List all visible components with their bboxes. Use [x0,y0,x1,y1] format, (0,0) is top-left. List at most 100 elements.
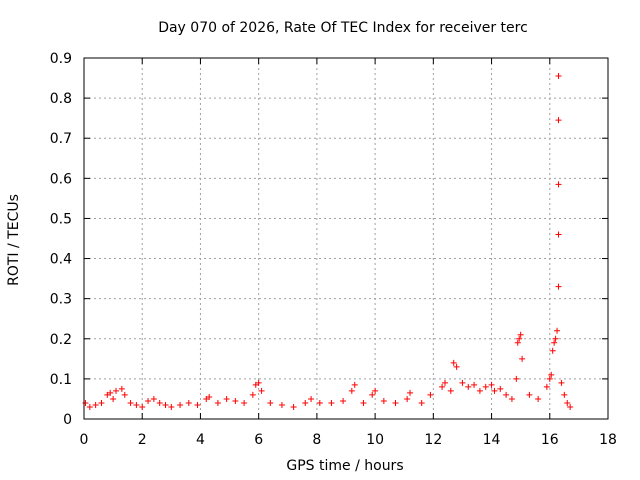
data-point [491,387,498,394]
x-tick-label: 2 [138,432,147,448]
plot-frame [83,57,609,420]
x-tick-label: 14 [483,432,501,448]
data-point [360,399,367,406]
data-point [316,399,323,406]
data-point [555,231,562,238]
y-tick-label: 0.8 [50,91,72,107]
data-point [564,399,571,406]
data-point [308,395,315,402]
data-point [407,389,414,396]
data-point [439,383,446,390]
y-tick-label: 0 [63,412,72,428]
data-point [549,347,556,354]
data-point [133,401,140,408]
data-point [482,383,489,390]
x-tick-label: 16 [541,432,559,448]
data-point [369,391,376,398]
x-tick-label: 6 [254,432,263,448]
data-point [561,391,568,398]
data-point [118,385,125,392]
data-point [453,363,460,370]
x-tick-label: 0 [80,432,89,448]
data-point [392,399,399,406]
x-tick-label: 10 [366,432,384,448]
data-point [302,399,309,406]
x-axis-ticks: 0 2 4 6 8 10 12 14 16 18 [80,58,617,448]
data-point [127,399,134,406]
data-point [551,339,558,346]
data-point [427,391,434,398]
data-point [447,387,454,394]
data-point [214,399,221,406]
data-point [145,397,152,404]
data-point [92,401,99,408]
data-points [82,73,574,410]
data-point [471,381,478,388]
data-point [546,375,553,382]
data-point [404,395,411,402]
y-axis-ticks: 0 0.1 0.2 0.3 0.4 0.5 0.6 0.7 0.8 0.9 [50,51,608,428]
data-point [162,401,169,408]
data-point [555,181,562,188]
data-point [418,399,425,406]
data-point [450,359,457,366]
data-point [555,283,562,290]
x-axis-label: GPS time / hours [286,458,403,474]
data-point [82,399,89,406]
y-tick-label: 0.9 [50,51,72,67]
data-point [110,395,117,402]
data-point [348,387,355,394]
data-point [497,385,504,392]
data-point [548,371,555,378]
data-point [290,403,297,410]
data-point [177,401,184,408]
data-point [351,381,358,388]
data-point [185,399,192,406]
data-point [552,335,559,342]
data-point [554,327,561,334]
data-point [508,395,515,402]
data-point [258,387,265,394]
data-point [517,331,524,338]
data-point [372,387,379,394]
x-tick-label: 4 [196,432,205,448]
data-point [206,393,213,400]
data-point [543,383,550,390]
y-tick-label: 0.4 [50,252,72,268]
y-tick-label: 0.2 [50,332,72,348]
data-point [107,389,114,396]
data-point [513,375,520,382]
data-point [255,379,262,386]
data-point [139,403,146,410]
data-point [514,339,521,346]
chart-title: Day 070 of 2026, Rate Of TEC Index for r… [158,20,528,36]
data-point [278,401,285,408]
data-point [150,395,157,402]
data-point [526,391,533,398]
data-point [555,73,562,80]
data-point [516,335,523,342]
data-point [567,403,574,410]
data-point [249,391,256,398]
y-tick-label: 0.3 [50,292,72,308]
data-point [86,403,93,410]
data-point [194,401,201,408]
x-tick-label: 12 [424,432,442,448]
data-point [241,399,248,406]
data-point [328,399,335,406]
y-tick-label: 0.6 [50,171,72,187]
data-point [441,379,448,386]
y-tick-label: 0.1 [50,372,72,388]
x-tick-label: 18 [599,432,617,448]
data-point [535,395,542,402]
data-point [465,383,472,390]
data-point [459,379,466,386]
data-point [558,379,565,386]
data-point [340,397,347,404]
y-tick-label: 0.5 [50,211,72,227]
data-point [503,391,510,398]
data-point [380,397,387,404]
y-axis-label: ROTI / TECUs [6,194,22,286]
data-point [232,397,239,404]
